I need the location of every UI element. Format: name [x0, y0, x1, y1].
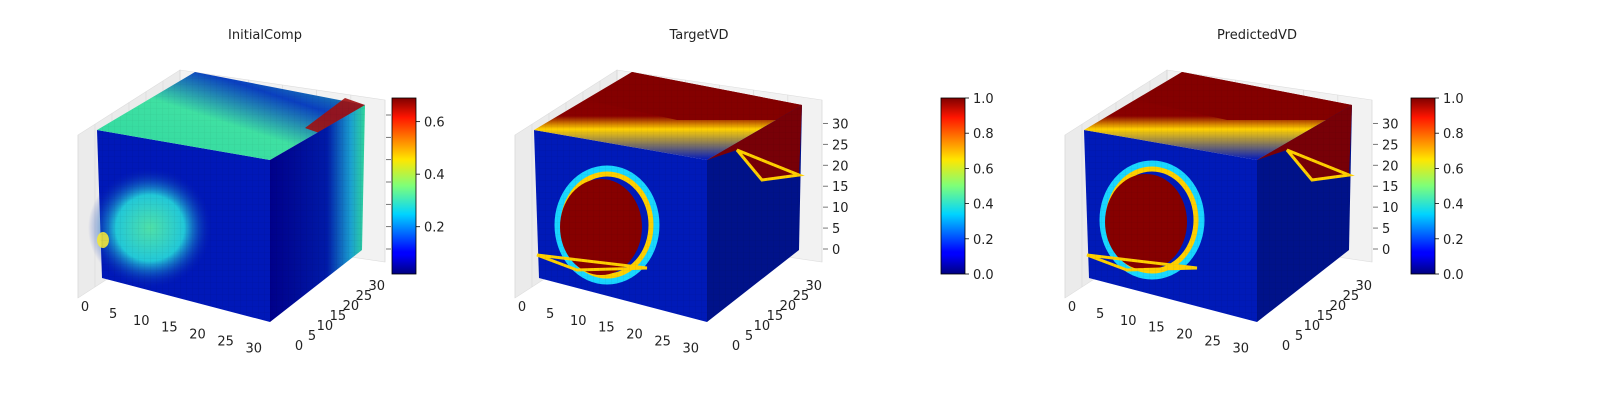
y-tick-label: 0	[1282, 339, 1290, 354]
y-tick-label: 10	[317, 319, 334, 334]
colorbar-tick-label: 0.2	[973, 233, 994, 248]
x-tick-label: 15	[598, 321, 615, 336]
colorbar-tick-label: 1.0	[973, 92, 994, 107]
x-tick-label: 5	[109, 307, 117, 322]
z-tick-label: 10	[832, 201, 849, 216]
colorbar-tick-label: 0.4	[424, 168, 445, 183]
z-tick-label: 5	[832, 222, 840, 237]
x-tick-label: 10	[1120, 314, 1137, 329]
z-tick-label: 10	[1382, 201, 1399, 216]
x-tick-label: 10	[570, 314, 587, 329]
x-tick-label: 0	[1068, 300, 1076, 315]
z-tick-label: 0	[1382, 243, 1390, 258]
colorbar-tick-label: 0.2	[1443, 233, 1464, 248]
x-tick-label: 15	[1148, 321, 1165, 336]
colorbar-tick-label: 0.8	[973, 127, 994, 142]
colorbar-tick-label: 0.0	[973, 268, 994, 283]
x-tick-label: 30	[245, 341, 262, 356]
x-tick-label: 25	[654, 334, 671, 349]
y-tick-label: 20	[343, 299, 360, 314]
y-tick-label: 5	[1295, 329, 1303, 344]
colorbar-gradient	[391, 97, 417, 275]
y-tick-label: 30	[806, 279, 823, 294]
z-tick-label: 30	[832, 117, 849, 132]
z-tick-label: 15	[832, 180, 849, 195]
y-tick-label: 30	[369, 279, 386, 294]
y-tick-label: 15	[1317, 309, 1334, 324]
colorbar-tick-label: 0.6	[973, 162, 994, 177]
x-tick-label: 15	[161, 321, 178, 336]
colorbar-tick-label: 0.4	[1443, 198, 1464, 213]
panel-title: PredictedVD	[1217, 28, 1297, 43]
y-tick-label: 5	[745, 329, 753, 344]
z-tick-label: 30	[1382, 117, 1399, 132]
colorbar: 0.2 0.4 0.6	[391, 97, 445, 275]
colorbar-tick-label: 1.0	[1443, 92, 1464, 107]
z-tick-label: 25	[1382, 138, 1399, 153]
x-tick-label: 5	[546, 307, 554, 322]
z-tick-label: 20	[832, 159, 849, 174]
z-tick-label: 15	[1382, 180, 1399, 195]
colorbar-tick-label: 0.0	[1443, 268, 1464, 283]
colorbar-tick-label: 0.6	[424, 116, 445, 131]
panel-title: InitialComp	[228, 28, 302, 43]
x-tick-label: 10	[133, 314, 150, 329]
colorbar-tick-label: 0.4	[973, 198, 994, 213]
x-tick-label: 0	[81, 300, 89, 315]
colorbar-tick-label: 0.8	[1443, 127, 1464, 142]
colorbar-tick-label: 0.2	[424, 221, 445, 236]
x-tick-label: 5	[1096, 307, 1104, 322]
x-tick-label: 25	[217, 334, 234, 349]
x-tick-label: 25	[1204, 334, 1221, 349]
x-tick-label: 20	[189, 328, 206, 343]
x-tick-label: 0	[518, 300, 526, 315]
colorbar: 0.0 0.2 0.4 0.6 0.8 1.0	[1410, 92, 1464, 283]
colorbar-gradient	[940, 97, 966, 275]
y-tick-label: 30	[1356, 279, 1373, 294]
x-tick-label: 20	[626, 328, 643, 343]
x-tick-label: 30	[682, 341, 699, 356]
y-tick-label: 20	[780, 299, 797, 314]
y-tick-label: 25	[793, 289, 810, 304]
y-tick-label: 0	[295, 339, 303, 354]
y-tick-label: 20	[1330, 299, 1347, 314]
y-tick-label: 25	[356, 289, 373, 304]
y-tick-label: 25	[1343, 289, 1360, 304]
x-tick-label: 30	[1232, 341, 1249, 356]
colorbar-gradient	[1410, 97, 1436, 275]
z-tick-label: 0	[832, 243, 840, 258]
colorbar: 0.0 0.2 0.4 0.6 0.8 1.0	[940, 92, 994, 283]
y-tick-label: 15	[767, 309, 784, 324]
panel-title: TargetVD	[668, 28, 728, 43]
y-tick-label: 15	[330, 309, 347, 324]
y-tick-label: 10	[1304, 319, 1321, 334]
y-tick-label: 5	[308, 329, 316, 344]
x-tick-label: 20	[1176, 328, 1193, 343]
z-tick-label: 20	[1382, 159, 1399, 174]
y-tick-label: 0	[732, 339, 740, 354]
z-tick-label: 5	[1382, 222, 1390, 237]
colorbar-tick-label: 0.6	[1443, 162, 1464, 177]
z-tick-label: 25	[832, 138, 849, 153]
y-tick-label: 10	[754, 319, 771, 334]
